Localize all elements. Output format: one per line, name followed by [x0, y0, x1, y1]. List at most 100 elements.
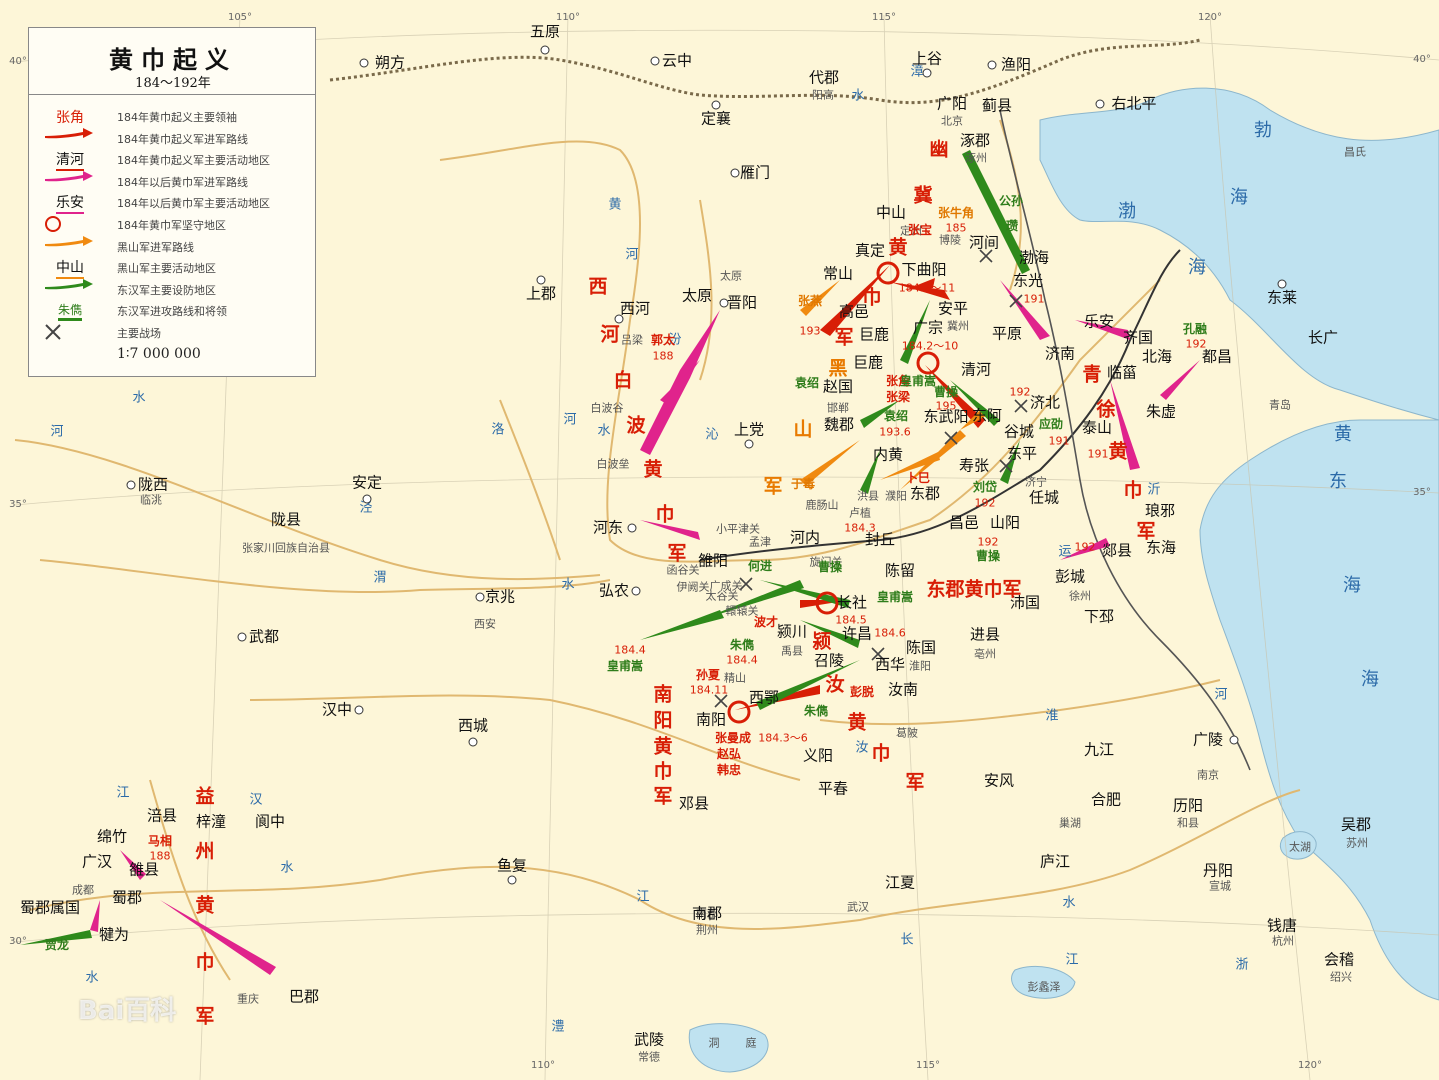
person-name: 孔融 — [1182, 322, 1208, 336]
city-name: 赵国 — [822, 377, 854, 396]
city-name: 陈留 — [884, 561, 916, 580]
city-marker — [237, 632, 247, 642]
date-label: 188 — [652, 349, 674, 363]
modern-place-name: 昌氏 — [1344, 145, 1366, 159]
city-name: 右北平 — [1111, 94, 1157, 113]
person-name: 袁绍 — [794, 376, 820, 390]
legend-symbol-text: 清河 — [56, 149, 84, 171]
modern-place-name: 涿州 — [965, 151, 987, 165]
modern-place-name: 彭蠡泽 — [1027, 980, 1061, 994]
city-name: 高邑 — [838, 302, 870, 321]
region-name: 颍 — [812, 630, 832, 653]
modern-place-name: 苏州 — [1346, 836, 1368, 850]
person-name: 应劭 — [1038, 417, 1064, 431]
city-name: 太原 — [681, 286, 713, 305]
modern-place-name: 博陵 — [939, 233, 961, 247]
city-name: 雒县 — [128, 860, 160, 879]
region-name: 州 — [195, 840, 215, 863]
legend-row: 黑山军进军路线 — [29, 235, 317, 257]
region-name: 巾 — [655, 503, 675, 526]
person-name: 郭太 — [650, 333, 676, 347]
modern-place-name: 旋门关 — [809, 555, 843, 569]
legend-symbol-text: 张角 — [56, 109, 84, 126]
person-name: 孙夏 — [695, 668, 721, 682]
region-name: 阳 — [653, 709, 673, 732]
modern-place-name: 孟津 — [749, 535, 771, 549]
modern-place-name: 杭州 — [1272, 934, 1294, 948]
region-name: 汝 — [825, 673, 845, 696]
region-name: 幽 — [929, 138, 949, 161]
degree-label: 40° — [1413, 54, 1431, 65]
city-name: 上党 — [733, 420, 765, 439]
city-marker — [354, 705, 364, 715]
region-name: 黄 — [653, 735, 673, 758]
date-label: 184.3～6 — [758, 731, 808, 745]
modern-place-name: 成都 — [72, 883, 94, 897]
city-name: 彭城 — [1054, 567, 1086, 586]
person-name: 卜巳 — [905, 471, 931, 485]
city-name: 西城 — [457, 716, 489, 735]
date-label: 192 — [974, 496, 996, 510]
legend-symbol-text: 中山 — [56, 257, 84, 279]
region-name: 白 — [613, 369, 633, 392]
black-mountain-army-label: 山 — [793, 418, 813, 441]
city-marker — [614, 314, 624, 324]
city-name: 雒阳 — [697, 551, 729, 570]
region-name: 黄 — [643, 458, 663, 481]
modern-place-name: 宣城 — [1209, 879, 1231, 893]
modern-place-name: 南郡 — [696, 907, 718, 921]
city-name: 南郡 — [691, 904, 723, 923]
legend-row: 乐安 184年以后黄巾军主要活动地区 — [29, 192, 317, 214]
sea-name: 黄 — [1334, 424, 1352, 445]
city-name: 广宗 — [912, 318, 944, 337]
city-name: 安平 — [937, 299, 969, 318]
person-name: 皇甫嵩 — [876, 590, 914, 604]
city-marker — [627, 523, 637, 533]
city-name: 九江 — [1083, 740, 1115, 759]
region-name: 巾 — [871, 742, 891, 765]
person-name: 张牛角 — [937, 206, 975, 220]
modern-place-name: 小平津关 — [716, 522, 760, 536]
crossed-swords-icon — [45, 324, 61, 340]
date-label: 185 — [945, 221, 967, 235]
legend-symbol — [43, 235, 97, 257]
lake-dongting — [688, 1023, 769, 1073]
date-label: 192 — [1185, 337, 1207, 351]
city-name: 定襄 — [700, 109, 732, 128]
river-name: 澧 — [551, 1019, 565, 1035]
city-name: 许昌 — [841, 624, 873, 643]
city-marker — [711, 100, 721, 110]
legend-text: 主要战场 — [117, 327, 161, 340]
city-name: 颍川 — [776, 622, 808, 641]
sea-name: 海 — [1361, 669, 1379, 690]
legend-symbol: 张角 — [43, 106, 97, 127]
degree-label: 35° — [1413, 487, 1431, 498]
region-name: 黄 — [195, 894, 215, 917]
city-name: 涿郡 — [959, 131, 991, 150]
legend-scale: 1∶7 000 000 — [117, 346, 201, 362]
city-name: 琅邪 — [1144, 501, 1176, 520]
city-name: 阆中 — [254, 812, 286, 831]
legend-symbol-text: 朱儁 — [57, 301, 82, 321]
city-name: 朔方 — [374, 53, 406, 72]
siege-circles — [727, 261, 940, 724]
river-name: 水 — [1062, 895, 1076, 911]
lake-taihu — [1279, 831, 1317, 860]
city-name: 鱼复 — [496, 856, 528, 875]
person-name: 彭脱 — [849, 685, 875, 699]
degree-label: 115° — [915, 1060, 941, 1071]
person-name: 波才 — [753, 615, 779, 629]
legend-text: 184年黄巾起义军主要活动地区 — [117, 154, 270, 168]
city-name: 巨鹿 — [858, 325, 890, 344]
city-name: 封丘 — [864, 530, 896, 549]
modern-place-name: 西安 — [474, 617, 496, 631]
degree-label: 40° — [9, 56, 27, 67]
river-name: 泾 — [359, 500, 373, 516]
legend-row: 东汉军主要设防地区 — [29, 278, 317, 300]
legend-symbol: 朱儁 — [43, 300, 97, 321]
river-name: 漳 — [910, 64, 924, 80]
legend-text: 东汉军主要设防地区 — [117, 283, 216, 297]
modern-place-name: 太谷关 — [705, 589, 739, 603]
